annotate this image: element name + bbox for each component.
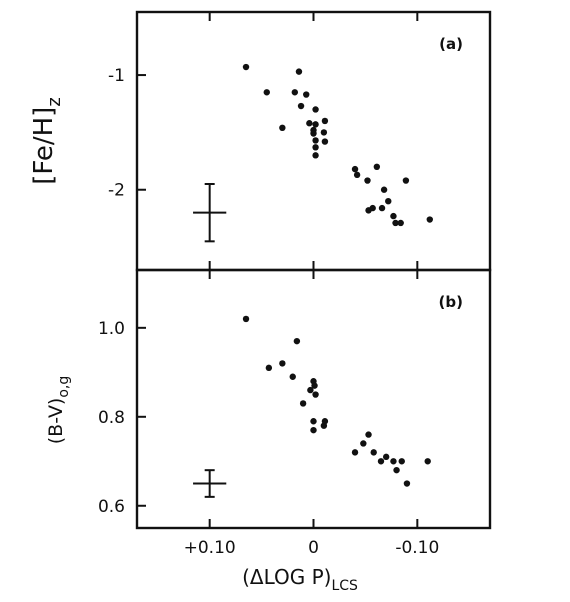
panel-a-data-point — [378, 204, 386, 212]
panel-b-ytick-label: 0.8 — [98, 408, 125, 428]
panel-a-data-point — [312, 106, 319, 113]
panel-b-data-point — [299, 400, 307, 407]
panel-b-ylabel-sub: o,g — [56, 376, 72, 398]
panel-b-data-point — [365, 431, 372, 438]
panel-a-ytick-label: -1 — [108, 66, 125, 86]
panel-a-label: (a) — [439, 35, 463, 53]
panel-b-label: (b) — [439, 293, 463, 311]
panel-b-data-point — [289, 373, 296, 380]
panel-a-data-point — [303, 91, 310, 98]
x-axis-title-sub: LCS — [331, 578, 358, 594]
panel-a-ylabel-sub: z — [44, 97, 65, 106]
panel-b-ytick-label: 1.0 — [98, 319, 125, 339]
x-tick-label: 0 — [308, 538, 319, 558]
panel-b-data-point — [382, 453, 390, 461]
x-tick-label: +0.10 — [184, 538, 236, 558]
panel-a-data-point — [306, 120, 313, 127]
panel-a-data-point — [380, 186, 388, 193]
panel-b-data-point — [242, 315, 250, 323]
panel-a-data-point — [373, 163, 381, 170]
panel-b-data-point — [310, 418, 317, 425]
panel-a-data-point — [291, 89, 299, 96]
panel-a-data-point — [242, 63, 250, 71]
panel-a-ylabel: [Fe/H]z — [29, 97, 65, 185]
panel-b-data-point — [311, 382, 318, 389]
panel-a-data-point — [312, 152, 319, 159]
panel-a-data-point — [263, 89, 270, 96]
panel-a-data-point — [351, 165, 359, 173]
panel-b-data-point — [279, 360, 286, 367]
panel-a-data-point — [397, 219, 404, 227]
panel-b-data-point — [321, 418, 329, 425]
panel-a-ytick-label: -2 — [108, 181, 125, 201]
panel-b-ylabel: (B-V)o,g — [45, 376, 72, 445]
panel-a-data-point — [402, 177, 410, 184]
panel-b-data-point — [310, 426, 317, 434]
svg-text:[Fe/H]z: [Fe/H]z — [29, 97, 65, 185]
panel-b-frame — [135, 268, 492, 530]
panel-a-data-point — [279, 124, 286, 132]
panel-a-data-point — [426, 216, 433, 223]
panel-a-data-point — [390, 212, 397, 220]
panel-a-data-point — [364, 177, 371, 184]
panel-b-ytick-label: 0.6 — [98, 497, 125, 517]
svg-text:(B-V)o,g: (B-V)o,g — [45, 376, 72, 445]
panel-b-data-point — [360, 440, 367, 447]
panel-b-data-point — [370, 449, 377, 456]
chart-marks: -1 -2 0.6 0.8 1.0 +0.10 0 -0.10 — [98, 12, 439, 558]
panel-a-data-point — [321, 138, 329, 145]
panel-a-data-point — [321, 117, 329, 125]
panel-a-data-point — [353, 171, 361, 179]
panel-b-data-point — [424, 458, 431, 465]
panel-a-data-point — [297, 102, 305, 110]
panel-b-data-point — [398, 458, 405, 465]
x-axis-title-main: (ΔLOG P) — [242, 565, 331, 589]
panel-a-data-point — [312, 144, 319, 151]
x-axis-title: (ΔLOG P)LCS — [242, 565, 358, 594]
panel-b-ylabel-main: (B-V) — [45, 398, 67, 445]
panel-b-data-point — [377, 458, 385, 465]
panel-a-data-point — [295, 68, 303, 75]
x-tick-label: -0.10 — [395, 538, 439, 558]
panel-b-data-point — [390, 458, 397, 465]
panel-a-data-point — [312, 121, 319, 128]
panel-a-data-point — [320, 129, 328, 136]
panel-a-data-point — [312, 137, 319, 144]
panel-a-data-point — [385, 198, 392, 205]
panel-b-data-point — [351, 449, 359, 456]
panel-a-data-point — [392, 219, 399, 227]
panel-b-data-point — [312, 391, 319, 398]
panel-b-data-point — [403, 480, 411, 487]
panel-a-ylabel-main: [Fe/H] — [29, 107, 59, 185]
panel-b-data-point — [393, 466, 400, 474]
panel-b-data-point — [265, 364, 273, 372]
panel-b-data-point — [307, 386, 314, 394]
panel-a-data-point — [369, 204, 376, 212]
panel-b-data-point — [293, 337, 301, 345]
panel-a-data-point — [310, 130, 317, 137]
